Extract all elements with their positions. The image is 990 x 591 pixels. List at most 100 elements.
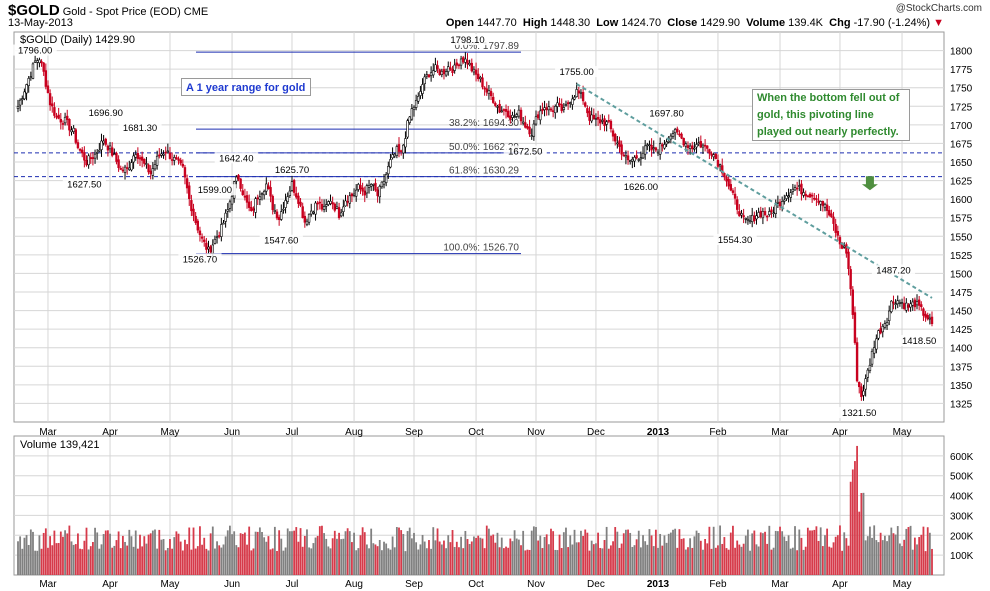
candle-body xyxy=(637,159,640,161)
volume-bar xyxy=(901,546,903,575)
candle-body xyxy=(288,190,292,196)
candle-body xyxy=(222,222,225,225)
candle-body xyxy=(917,299,921,306)
volume-bar xyxy=(258,527,261,575)
annotation-bg xyxy=(214,152,258,164)
volume-bar xyxy=(913,537,916,575)
volume-bar xyxy=(879,532,882,575)
candle-body xyxy=(447,66,450,72)
volume-bar xyxy=(828,546,831,575)
volume-bar xyxy=(541,548,544,575)
candle-body xyxy=(828,210,831,216)
candle-body xyxy=(438,69,441,76)
month-label: Jul xyxy=(286,427,299,438)
candle-body xyxy=(847,251,850,269)
candle-body xyxy=(577,90,581,94)
volume-bar xyxy=(871,537,873,575)
candle-body xyxy=(153,164,157,170)
candle-body xyxy=(365,185,369,194)
volume-bar xyxy=(226,530,229,575)
candle-body xyxy=(295,193,298,198)
candle-body xyxy=(611,130,615,137)
volume-bar xyxy=(920,534,923,575)
candle-body xyxy=(900,302,904,305)
candle-body xyxy=(134,154,137,158)
candle-body xyxy=(815,198,818,200)
candle-body xyxy=(380,181,384,188)
candle-body xyxy=(408,116,411,123)
volume-bar xyxy=(436,528,439,575)
candle-body xyxy=(620,144,623,155)
fib-label: 50.0%: 1662.29 xyxy=(449,142,519,153)
candle-body xyxy=(616,142,619,145)
volume-bar xyxy=(186,544,189,575)
volume-bar xyxy=(738,544,741,575)
candle-body xyxy=(817,200,820,203)
annotation-bg xyxy=(619,181,663,193)
candle-body xyxy=(305,220,309,225)
candle-body xyxy=(504,109,508,112)
volume-bar xyxy=(111,547,114,575)
candle-body xyxy=(744,218,747,220)
volume-bar xyxy=(68,525,71,575)
volume-bar xyxy=(282,550,285,575)
candle-body xyxy=(147,164,150,173)
volume-bar xyxy=(128,529,131,575)
volume-bar xyxy=(421,534,424,575)
volume-bar xyxy=(280,538,283,575)
volume-bar xyxy=(119,548,122,575)
volume-bar xyxy=(761,533,764,575)
volume-bar xyxy=(250,550,253,575)
volume-bar xyxy=(898,543,901,575)
candle-body xyxy=(588,110,591,121)
y-tick-label: 1575 xyxy=(950,214,973,225)
candle-body xyxy=(843,245,846,248)
volume-bar xyxy=(359,535,362,575)
volume-bar xyxy=(532,526,535,575)
candle-body xyxy=(423,76,426,85)
volume-bar xyxy=(599,547,602,575)
down-arrow-icon: ▼ xyxy=(933,17,944,29)
volume-bar xyxy=(447,535,450,575)
annotation-bg xyxy=(644,107,689,119)
candle-body xyxy=(485,88,488,93)
candle-body xyxy=(275,211,279,219)
annotation-bg xyxy=(62,178,106,190)
candle-body xyxy=(584,102,587,107)
candle-body xyxy=(479,77,482,80)
candle-body xyxy=(673,128,677,134)
candle-body xyxy=(342,206,345,212)
candle-body xyxy=(881,326,884,333)
volume-bar xyxy=(826,528,829,575)
volume-bar xyxy=(648,529,651,575)
volume-bar xyxy=(877,542,880,575)
candle-body xyxy=(590,114,593,122)
candle-body xyxy=(564,104,568,106)
volume-bar xyxy=(821,546,824,575)
volume-bar xyxy=(342,538,345,575)
volume-bar xyxy=(408,527,411,575)
month-label: May xyxy=(893,427,912,438)
candle-body xyxy=(725,176,728,182)
volume-bar xyxy=(704,539,707,575)
volume-bar xyxy=(318,526,321,575)
candle-body xyxy=(487,90,491,95)
volume-bar xyxy=(811,530,814,575)
volume-bar xyxy=(550,528,552,575)
candle-body xyxy=(194,215,197,223)
volume-bar xyxy=(66,533,69,575)
candle-body xyxy=(284,200,287,208)
volume-tick-label: 600K xyxy=(950,452,974,463)
candle-body xyxy=(500,110,503,113)
volume-bar xyxy=(783,536,786,575)
volume-bar xyxy=(295,527,298,575)
volume-bar xyxy=(151,530,154,575)
candle-body xyxy=(254,198,257,213)
symbol[interactable]: $GOLD xyxy=(8,2,60,19)
brand-logo[interactable]: @StockCharts.com xyxy=(895,3,982,14)
open-value: 1447.70 xyxy=(477,17,517,29)
volume-bar xyxy=(824,535,826,575)
volume-bar xyxy=(188,527,191,575)
candle-body xyxy=(457,64,461,67)
volume-bar xyxy=(483,548,486,575)
